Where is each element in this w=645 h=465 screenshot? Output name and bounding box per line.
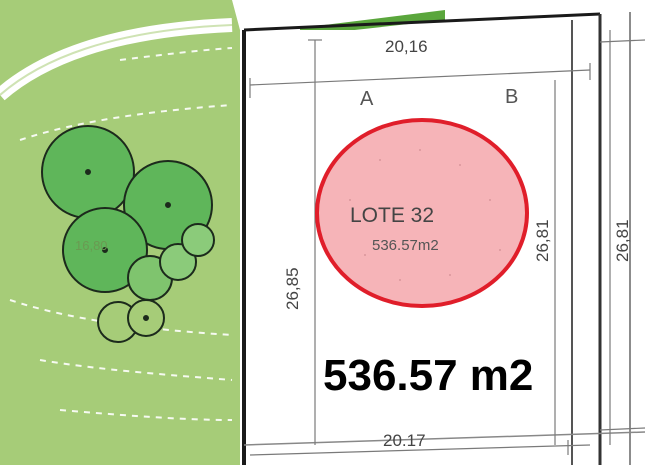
corner-label-b: B <box>505 86 518 108</box>
dimension-right-inner: 26,81 <box>533 219 552 262</box>
dimension-lines <box>249 30 645 456</box>
area-callout: 536.57 m2 <box>323 351 533 400</box>
dimension-left: 26,85 <box>283 267 302 310</box>
dimension-top: 20,16 <box>385 37 428 56</box>
lot-area-small: 536.57m2 <box>372 237 439 254</box>
lot-hatch-dots <box>349 149 501 281</box>
corner-label-a: A <box>360 88 374 110</box>
dimension-right-outer: 26,81 <box>613 219 632 262</box>
lot-name: LOTE 32 <box>350 204 434 227</box>
tree-cluster <box>41 125 215 343</box>
green-area-label: 16,80 <box>75 238 108 253</box>
lot-boundaries <box>242 12 645 465</box>
lot-highlight-ellipse <box>315 118 529 308</box>
dimension-bottom: 20.17 <box>383 431 426 450</box>
